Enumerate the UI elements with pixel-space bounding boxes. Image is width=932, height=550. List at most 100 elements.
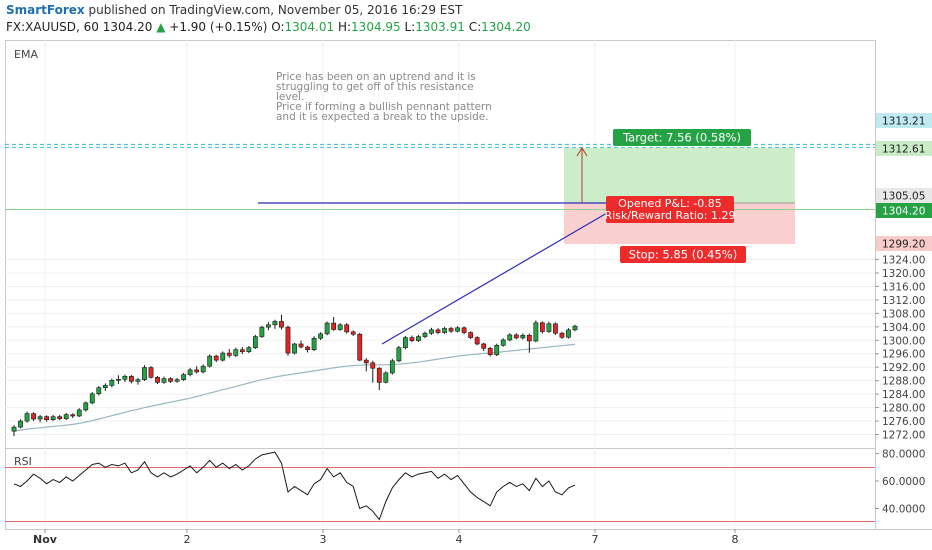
candle-body[interactable] xyxy=(305,346,310,351)
candle-body[interactable] xyxy=(76,409,82,417)
candle-body[interactable] xyxy=(168,378,173,382)
candle-body[interactable] xyxy=(481,343,487,349)
candle-body[interactable] xyxy=(455,327,460,332)
candle-body[interactable] xyxy=(135,379,141,382)
candle-body[interactable] xyxy=(18,420,23,428)
ema-line[interactable] xyxy=(13,343,576,432)
candle-body[interactable] xyxy=(259,326,265,337)
candle-body[interactable] xyxy=(266,324,271,328)
candle-body[interactable] xyxy=(11,426,17,432)
candle-body[interactable] xyxy=(44,416,50,420)
candle-body[interactable] xyxy=(63,414,69,419)
rsi-line[interactable] xyxy=(13,451,576,521)
candle-body[interactable] xyxy=(96,387,102,395)
candle-body[interactable] xyxy=(161,378,167,383)
target-zone[interactable] xyxy=(564,148,795,203)
candle-body[interactable] xyxy=(363,359,369,364)
candle-body[interactable] xyxy=(539,322,545,332)
candle-body[interactable] xyxy=(416,336,421,341)
candle-body[interactable] xyxy=(559,332,565,338)
candle-body[interactable] xyxy=(298,343,304,348)
candle-body[interactable] xyxy=(148,367,154,378)
candle-body[interactable] xyxy=(572,325,578,331)
candle-body[interactable] xyxy=(520,334,526,339)
candle-body[interactable] xyxy=(220,352,226,361)
candle-body[interactable] xyxy=(435,329,441,333)
candle-body[interactable] xyxy=(200,365,206,373)
candle-body[interactable] xyxy=(279,321,284,328)
candle-body[interactable] xyxy=(357,333,363,361)
candle-body[interactable] xyxy=(83,402,89,411)
candle-body[interactable] xyxy=(181,374,187,380)
pennant-support-line[interactable] xyxy=(381,212,608,345)
candle-body[interactable] xyxy=(129,375,134,382)
candle-body[interactable] xyxy=(213,355,219,361)
candle-body[interactable] xyxy=(233,349,239,356)
candle-body[interactable] xyxy=(513,334,519,339)
analysis-note[interactable]: Price has been on an uptrend and it is s… xyxy=(276,72,496,123)
candle-body[interactable] xyxy=(207,355,213,367)
candle-body[interactable] xyxy=(494,345,500,356)
symbol-label[interactable]: FX:XAUUSD, 60 xyxy=(6,20,99,34)
candle-body[interactable] xyxy=(396,347,402,362)
candle-body[interactable] xyxy=(461,327,467,333)
candle-body[interactable] xyxy=(115,379,121,381)
candle-body[interactable] xyxy=(37,416,43,420)
candle-body[interactable] xyxy=(226,352,232,356)
candle-body[interactable] xyxy=(102,385,108,389)
candle-body[interactable] xyxy=(89,393,95,404)
candle-body[interactable] xyxy=(376,367,382,383)
candle-body[interactable] xyxy=(24,413,30,422)
candle-body[interactable] xyxy=(109,380,115,386)
candle-body[interactable] xyxy=(292,343,297,354)
candle-body[interactable] xyxy=(422,332,428,337)
candle-body[interactable] xyxy=(318,333,323,339)
candle-body[interactable] xyxy=(553,323,558,334)
candle-body[interactable] xyxy=(174,379,180,382)
candle-body[interactable] xyxy=(402,337,408,348)
stop-label-box[interactable] xyxy=(620,246,746,263)
candle-body[interactable] xyxy=(487,348,493,356)
candle-body[interactable] xyxy=(57,416,63,419)
candle-body[interactable] xyxy=(337,324,343,330)
candle-body[interactable] xyxy=(526,334,532,342)
candle-body[interactable] xyxy=(409,337,415,341)
candle-body[interactable] xyxy=(70,414,76,417)
rsi-indicator-label[interactable]: RSI xyxy=(14,455,32,468)
candle-body[interactable] xyxy=(474,337,480,345)
candle-body[interactable] xyxy=(566,329,571,338)
candle-body[interactable] xyxy=(442,328,447,333)
candle-body[interactable] xyxy=(350,331,356,335)
candle-body[interactable] xyxy=(155,376,160,383)
candle-body[interactable] xyxy=(194,369,200,373)
candle-body[interactable] xyxy=(324,322,330,335)
candle-body[interactable] xyxy=(389,360,395,374)
candle-body[interactable] xyxy=(468,332,474,338)
candle-body[interactable] xyxy=(533,322,539,342)
candle-body[interactable] xyxy=(239,349,245,353)
candle-body[interactable] xyxy=(370,362,376,369)
candle-body[interactable] xyxy=(331,322,337,330)
candle-body[interactable] xyxy=(383,372,389,383)
candle-body[interactable] xyxy=(31,413,36,420)
candle-body[interactable] xyxy=(285,326,291,354)
pnl-label-box[interactable] xyxy=(606,196,734,223)
candle-body[interactable] xyxy=(252,336,258,348)
candle-body[interactable] xyxy=(142,367,147,380)
candle-body[interactable] xyxy=(429,329,434,334)
ema-indicator-label[interactable]: EMA xyxy=(14,48,38,61)
target-label-box[interactable] xyxy=(613,129,751,146)
candle-body[interactable] xyxy=(246,347,252,353)
candle-body[interactable] xyxy=(272,321,278,326)
candle-body[interactable] xyxy=(344,324,350,333)
candle-body[interactable] xyxy=(311,337,317,351)
candle-body[interactable] xyxy=(546,323,552,332)
candle-body[interactable] xyxy=(500,339,506,346)
candle-body[interactable] xyxy=(448,328,454,332)
candle-body[interactable] xyxy=(507,334,513,341)
candle-body[interactable] xyxy=(187,369,193,375)
author-name[interactable]: SmartForex xyxy=(6,3,85,17)
candle-body[interactable] xyxy=(122,375,128,380)
candle-body[interactable] xyxy=(50,416,56,420)
